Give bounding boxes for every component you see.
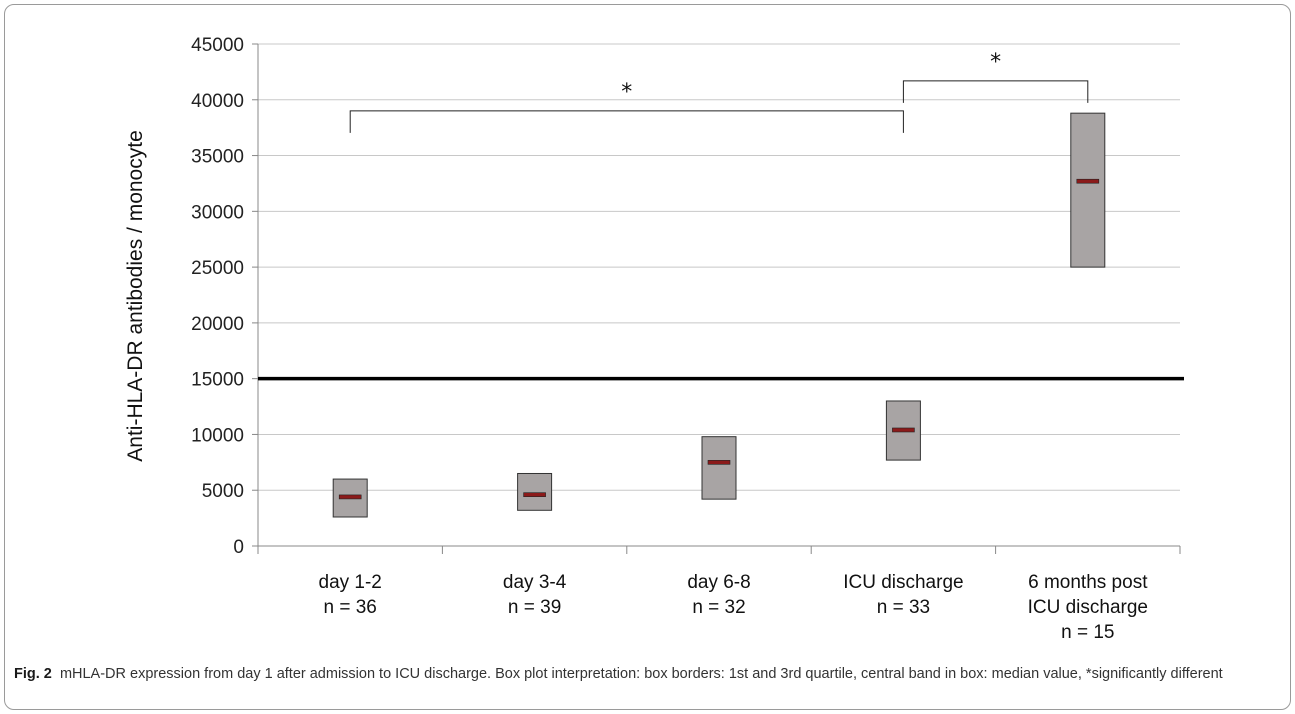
caption-label: Fig. 2 [14,666,52,682]
y-tick-label-0: 0 [233,537,244,558]
category-label-2-0: day 6-8 [687,572,750,593]
y-tick-label-30000: 30000 [191,202,244,223]
median-mark-1 [523,492,546,497]
median-mark-2 [707,460,731,465]
box-4 [1070,112,1106,268]
category-label-0-1: n = 36 [324,597,377,618]
y-tick-labels: 0 5000 10000 15000 20000 25000 30000 35000 40000… [191,35,244,558]
median-mark-0 [338,494,362,500]
median-mark-3 [892,427,915,433]
y-tick-label-25000: 25000 [191,258,244,279]
y-tick-label-5000: 5000 [202,481,244,502]
caption-text: mHLA-DR expression from day 1 after admi… [59,666,1223,682]
significance-star-0: * [621,80,632,105]
box-2 [701,436,737,500]
boxes [332,112,1106,518]
significance-brackets: ** [349,50,1089,133]
category-label-4-0: 6 months post [1028,572,1148,593]
y-tick-label-40000: 40000 [191,91,244,112]
figure-caption: Fig. 2 mHLA-DR expression from day 1 aft… [14,664,1279,685]
y-tick-label-35000: 35000 [191,147,244,168]
median-mark-4 [1076,178,1100,184]
y-tick-label-20000: 20000 [191,314,244,335]
category-labels: day 1-2 n = 36 day 3-4 n = 39 day 6-8 n = 32 I… [319,572,1149,643]
y-tick-label-15000: 15000 [191,370,244,391]
category-label-4-1: ICU discharge [1028,597,1148,618]
y-tick-label-10000: 10000 [191,425,244,446]
box-plot-chart: 0 5000 10000 15000 20000 25000 30000 35000 40000… [124,35,1184,643]
category-label-2-1: n = 32 [692,597,745,618]
significance-bracket-1 [902,80,1089,103]
category-label-0-0: day 1-2 [319,572,382,593]
box-1 [517,472,553,511]
y-tick-label-45000: 45000 [191,35,244,56]
category-label-3-0: ICU discharge [843,572,963,593]
category-label-3-1: n = 33 [877,597,930,618]
category-label-4-2: n = 15 [1061,622,1114,643]
axes [252,43,1184,554]
significance-star-1: * [990,50,1001,75]
gridlines [258,43,1180,491]
category-label-1-0: day 3-4 [503,572,567,593]
y-axis-label: Anti-HLA-DR antibodies / monocyte [124,130,147,461]
significance-bracket-0 [349,110,904,133]
category-label-1-1: n = 39 [508,597,561,618]
